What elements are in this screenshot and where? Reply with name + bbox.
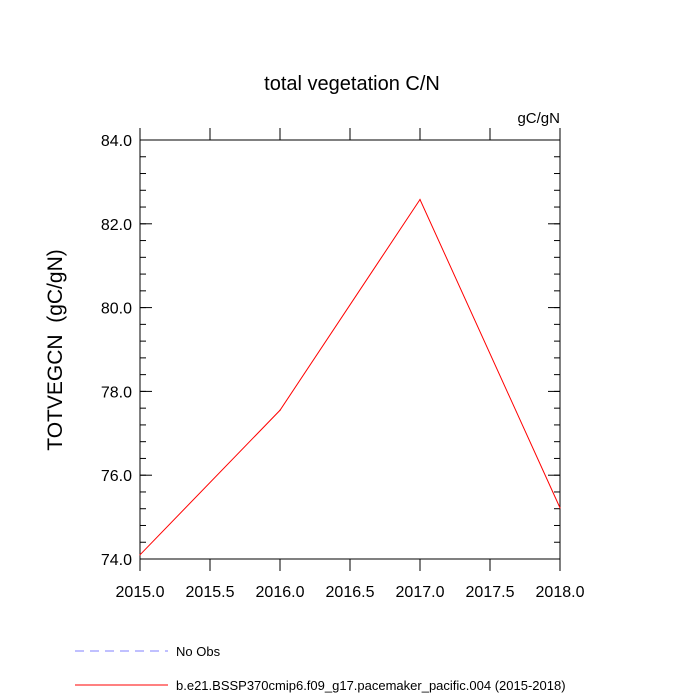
- y-tick-label: 80.0: [101, 301, 132, 318]
- data-point: [139, 554, 141, 556]
- y-tick-label: 82.0: [101, 217, 132, 234]
- chart-title: total vegetation C/N: [264, 73, 440, 95]
- series-layer: [139, 198, 561, 556]
- y-tick-label: 84.0: [101, 133, 132, 150]
- x-tick-label: 2016.5: [326, 584, 375, 601]
- x-tick-label: 2015.0: [116, 584, 165, 601]
- tick-labels: 74.0 76.0 78.0 80.0 82.0 84.0 2015.0 2015.5 2016…: [101, 133, 585, 601]
- x-tick-label: 2018.0: [536, 584, 585, 601]
- data-point: [279, 409, 281, 411]
- x-tick-label: 2017.5: [466, 584, 515, 601]
- plot-frame: [139, 139, 561, 560]
- y-tick-label: 74.0: [101, 552, 132, 569]
- legend-label-series: b.e21.BSSP370cmip6.f09_g17.pacemaker_pac…: [176, 678, 566, 693]
- data-point: [559, 507, 561, 509]
- y-tick-label: 76.0: [101, 468, 132, 485]
- y-axis-label: TOTVEGCN (gC/gN): [44, 249, 67, 450]
- units-label: gC/gN: [517, 110, 560, 127]
- x-tick-label: 2015.5: [186, 584, 235, 601]
- legend: No Obs b.e21.BSSP370cmip6.f09_g17.pacema…: [75, 644, 566, 693]
- x-tick-label: 2016.0: [256, 584, 305, 601]
- legend-label-no-obs: No Obs: [176, 644, 221, 659]
- minor-ticks: [140, 139, 560, 560]
- data-point: [419, 198, 421, 201]
- y-tick-label: 78.0: [101, 384, 132, 401]
- x-tick-label: 2017.0: [396, 584, 445, 601]
- series-line: [139, 198, 561, 556]
- major-ticks: [139, 128, 561, 571]
